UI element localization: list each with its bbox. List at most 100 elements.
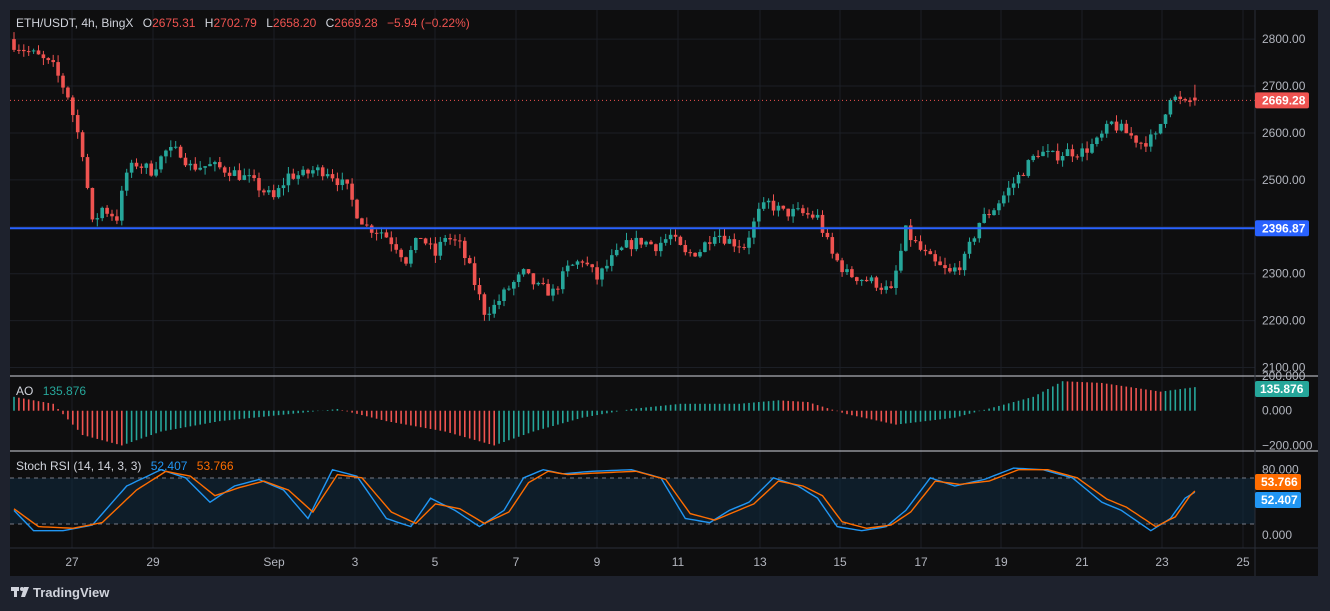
candle-body bbox=[438, 241, 443, 256]
symbol-title[interactable]: ETH/USDT, 4h, BingX bbox=[16, 16, 133, 30]
ao-value: 135.876 bbox=[43, 384, 87, 398]
ao-title[interactable]: AO bbox=[16, 384, 33, 398]
high-label: H bbox=[205, 16, 214, 30]
candle-body bbox=[291, 173, 296, 179]
candle-body bbox=[1026, 160, 1031, 176]
time-tick-label: 19 bbox=[994, 555, 1008, 569]
candle-body bbox=[776, 205, 781, 211]
candle-body bbox=[276, 188, 281, 198]
candle-body bbox=[845, 269, 849, 273]
candle-body bbox=[1006, 187, 1011, 196]
candle-body bbox=[502, 289, 506, 301]
candle-body bbox=[340, 179, 345, 186]
candle-body bbox=[933, 254, 937, 262]
candle-body bbox=[820, 214, 825, 233]
time-tick-label: 13 bbox=[753, 555, 767, 569]
candle-body bbox=[806, 213, 810, 215]
candle-body bbox=[164, 150, 168, 157]
stoch-k-badge: 52.407 bbox=[1255, 492, 1301, 508]
candle-body bbox=[218, 162, 222, 168]
time-tick-label: 27 bbox=[65, 555, 79, 569]
candle-body bbox=[683, 244, 688, 253]
candle-body bbox=[66, 87, 70, 98]
candle-body bbox=[252, 175, 256, 179]
tradingview-wordmark[interactable]: TradingView bbox=[33, 585, 110, 600]
stoch-title[interactable]: Stoch RSI (14, 14, 3, 3) bbox=[16, 459, 141, 473]
ao-tick-label: 200.000 bbox=[1262, 369, 1306, 383]
time-tick-label: 17 bbox=[914, 555, 928, 569]
tradingview-brand[interactable]: TradingView bbox=[11, 585, 110, 600]
candle-body bbox=[1149, 134, 1153, 147]
candle-body bbox=[879, 287, 884, 290]
candle-body bbox=[71, 97, 75, 116]
stoch-legend[interactable]: Stoch RSI (14, 14, 3, 3) 52.407 53.766 bbox=[16, 459, 234, 473]
candle-body bbox=[1153, 133, 1158, 135]
candle-body bbox=[1011, 183, 1016, 188]
candle-body bbox=[1031, 155, 1035, 161]
ao-legend[interactable]: AO 135.876 bbox=[16, 384, 86, 398]
candle-body bbox=[139, 166, 144, 168]
candle-body bbox=[923, 249, 928, 252]
candle-body bbox=[1119, 123, 1124, 131]
candle-body bbox=[1158, 123, 1163, 134]
candle-body bbox=[232, 170, 237, 176]
candle-body bbox=[301, 169, 305, 176]
candle-body bbox=[1070, 149, 1075, 157]
candle-body bbox=[1060, 155, 1065, 161]
candle-body bbox=[22, 49, 26, 52]
price-tick-label: 2700.00 bbox=[1262, 79, 1306, 93]
ao-axis[interactable]: 200.000 0.000 −200.000 bbox=[1262, 369, 1313, 452]
time-tick-label: 21 bbox=[1075, 555, 1089, 569]
candle-body bbox=[482, 294, 487, 315]
candle-body bbox=[747, 237, 751, 248]
candle-body bbox=[771, 200, 776, 211]
candle-body bbox=[159, 156, 163, 170]
candle-body bbox=[1055, 150, 1060, 161]
candle-body bbox=[1139, 142, 1143, 144]
candle-body bbox=[864, 279, 869, 282]
candle-body bbox=[355, 199, 359, 219]
candle-body bbox=[497, 300, 501, 305]
candle-body bbox=[173, 146, 178, 148]
svg-text:ETH/USDT, 4h, BingX O267: ETH/USDT, 4h, BingX O2675.31 H2702.79 L2… bbox=[16, 16, 470, 30]
price-tick-label: 2100.00 bbox=[1262, 361, 1306, 375]
candle-body bbox=[222, 167, 227, 173]
candle-body bbox=[752, 221, 756, 238]
candle-body bbox=[972, 238, 977, 242]
candle-body bbox=[668, 234, 673, 240]
candle-body bbox=[1188, 100, 1192, 103]
candle-body bbox=[384, 232, 389, 238]
candle-body bbox=[904, 225, 908, 251]
ao-axis-value: 135.876 bbox=[1260, 382, 1304, 396]
candle-body bbox=[987, 213, 991, 216]
symbol-legend[interactable]: ETH/USDT, 4h, BingX O2675.31 H2702.79 L2… bbox=[16, 16, 470, 30]
candle-body bbox=[286, 173, 291, 186]
candle-body bbox=[997, 203, 1001, 211]
time-axis[interactable]: 27 29 Sep 3 5 7 9 11 13 15 17 19 21 23 25 bbox=[65, 555, 1250, 569]
candle-body bbox=[105, 207, 109, 214]
candle-body bbox=[154, 169, 158, 176]
stoch-k-value: 52.407 bbox=[151, 459, 188, 473]
candle-body bbox=[678, 236, 683, 245]
candle-body bbox=[727, 239, 732, 244]
candle-body bbox=[796, 208, 800, 210]
stoch-k-axis-value: 52.407 bbox=[1261, 493, 1298, 507]
candle-body bbox=[541, 282, 545, 284]
candle-body bbox=[1021, 174, 1026, 176]
candle-body bbox=[46, 58, 51, 61]
candle-body bbox=[56, 62, 60, 76]
price-tick-label: 2500.00 bbox=[1262, 173, 1306, 187]
price-tick-label: 2300.00 bbox=[1262, 267, 1306, 281]
candle-body bbox=[472, 263, 477, 286]
time-tick-label: 7 bbox=[513, 555, 520, 569]
candle-body bbox=[1168, 100, 1173, 115]
candle-body bbox=[521, 269, 526, 275]
candle-body bbox=[717, 235, 722, 238]
time-tick-label: 23 bbox=[1155, 555, 1169, 569]
candle-body bbox=[688, 252, 692, 254]
candle-body bbox=[95, 218, 100, 220]
low-value: 2658.20 bbox=[273, 16, 317, 30]
candle-body bbox=[443, 238, 447, 242]
candle-body bbox=[458, 240, 462, 242]
